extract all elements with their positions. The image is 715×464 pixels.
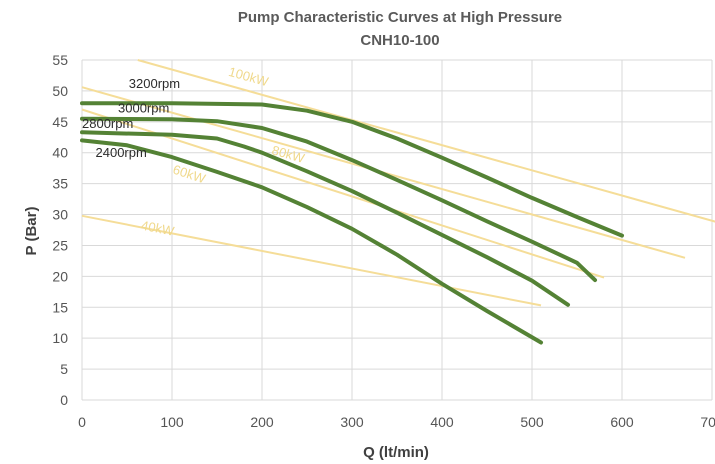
pump-curve-3000rpm [80, 116, 597, 283]
y-tick-label: 30 [52, 207, 68, 223]
y-tick-label: 20 [52, 268, 68, 284]
series-label: 2800rpm [82, 116, 133, 131]
y-tick-label: 50 [52, 83, 68, 99]
y-tick-label: 40 [52, 145, 68, 161]
y-tick-label: 55 [52, 52, 68, 68]
x-tick-labels: 0 100 200 300 400 500 600 700 [78, 414, 715, 430]
x-tick-label: 700 [700, 414, 715, 430]
power-curve-label: 40kW [140, 218, 176, 239]
pump-curves [80, 101, 624, 345]
y-tick-labels: 0 5 10 15 20 25 30 35 40 45 50 55 [52, 52, 68, 408]
y-tick-label: 0 [60, 392, 68, 408]
power-curve-40kW [81, 214, 542, 307]
power-curve-100kW [137, 59, 715, 223]
y-tick-label: 45 [52, 114, 68, 130]
y-tick-label: 25 [52, 237, 68, 253]
series-label: 3000rpm [118, 101, 169, 116]
x-tick-label: 200 [250, 414, 274, 430]
x-tick-label: 600 [610, 414, 634, 430]
x-tick-label: 300 [340, 414, 364, 430]
x-axis-title: Q (lt/min) [363, 444, 429, 461]
power-curve-60kW [81, 108, 605, 279]
x-tick-label: 400 [430, 414, 454, 430]
series-label: 2400rpm [96, 145, 147, 160]
grid-lines [81, 59, 713, 401]
x-tick-label: 100 [160, 414, 184, 430]
pump-curve-3200rpm [80, 101, 624, 238]
y-tick-label: 15 [52, 299, 68, 315]
y-tick-label: 35 [52, 176, 68, 192]
pump-curve-2800rpm [80, 130, 570, 307]
chart-title: Pump Characteristic Curves at High Press… [238, 9, 562, 26]
pump-curve-2400rpm [80, 138, 543, 345]
x-tick-label: 0 [78, 414, 86, 430]
x-tick-label: 500 [520, 414, 544, 430]
chart-subtitle: CNH10-100 [360, 32, 439, 49]
series-label: 3200rpm [129, 76, 180, 91]
y-tick-label: 10 [52, 330, 68, 346]
y-tick-label: 5 [60, 361, 68, 377]
y-axis-title: P (Bar) [23, 207, 40, 256]
